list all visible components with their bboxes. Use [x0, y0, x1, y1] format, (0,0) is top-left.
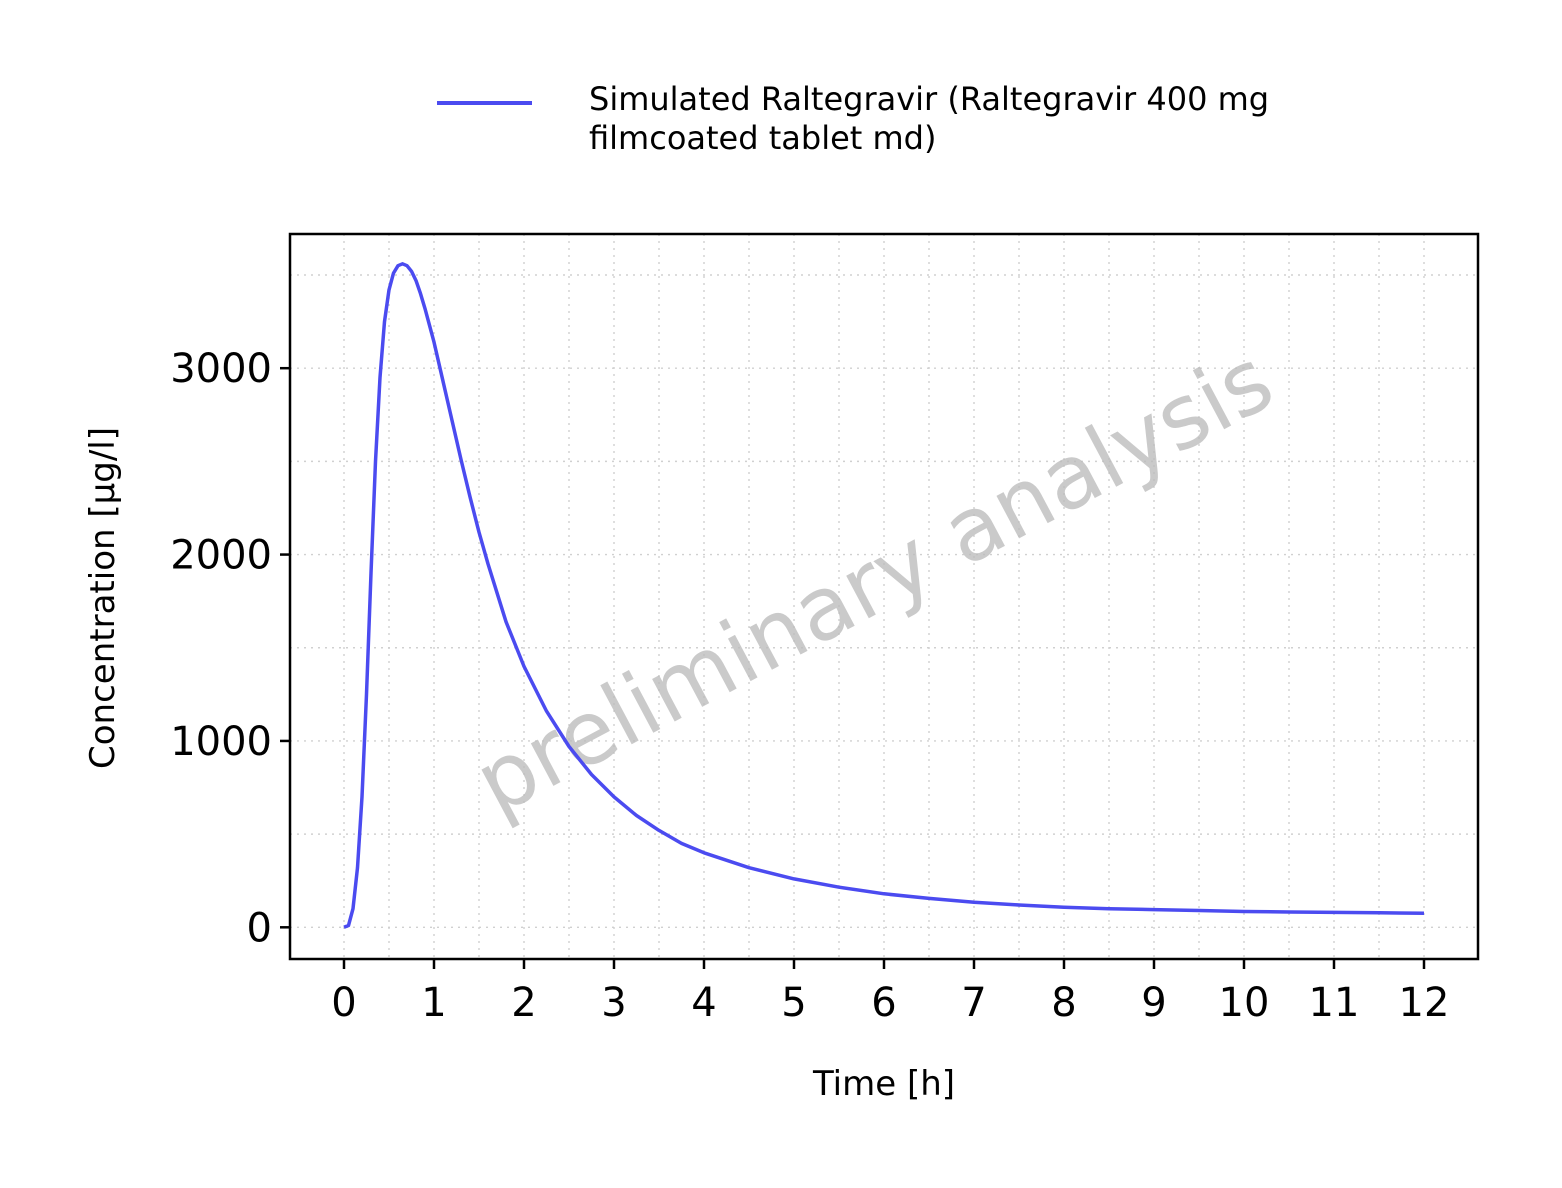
legend-label-line: Simulated Raltegravir (Raltegravir 400 m…	[589, 80, 1269, 118]
x-tick-label: 7	[961, 980, 986, 1026]
y-tick-label: 1000	[170, 719, 272, 765]
x-tick-label: 0	[331, 980, 356, 1026]
y-tick-label: 0	[247, 905, 272, 951]
x-tick-label: 2	[511, 980, 536, 1026]
y-axis-title: Concentration [µg/l]	[83, 427, 123, 769]
legend-label-line: filmcoated tablet md)	[589, 119, 936, 157]
series-line	[343, 262, 1425, 929]
y-axis: 0 1000 2000 3000	[170, 346, 290, 951]
x-axis: 0 1 2 3 4 5 6 7 8 9 10 11 12	[331, 959, 1449, 1026]
x-tick-label: 5	[781, 980, 806, 1026]
x-tick-label: 12	[1399, 980, 1450, 1026]
x-tick-label: 11	[1309, 980, 1360, 1026]
grid	[290, 234, 1478, 959]
x-tick-label: 9	[1141, 980, 1166, 1026]
x-tick-label: 4	[691, 980, 716, 1026]
x-tick-label: 10	[1219, 980, 1270, 1026]
y-tick-label: 2000	[170, 533, 272, 579]
x-axis-title: Time [h]	[812, 1064, 955, 1104]
legend: Simulated Raltegravir (Raltegravir 400 m…	[437, 80, 1269, 157]
x-tick-label: 1	[421, 980, 446, 1026]
y-tick-label: 3000	[170, 346, 272, 392]
x-tick-label: 3	[601, 980, 626, 1026]
legend-label: Simulated Raltegravir (Raltegravir 400 m…	[589, 80, 1269, 157]
x-tick-label: 6	[871, 980, 896, 1026]
x-tick-label: 8	[1051, 980, 1076, 1026]
